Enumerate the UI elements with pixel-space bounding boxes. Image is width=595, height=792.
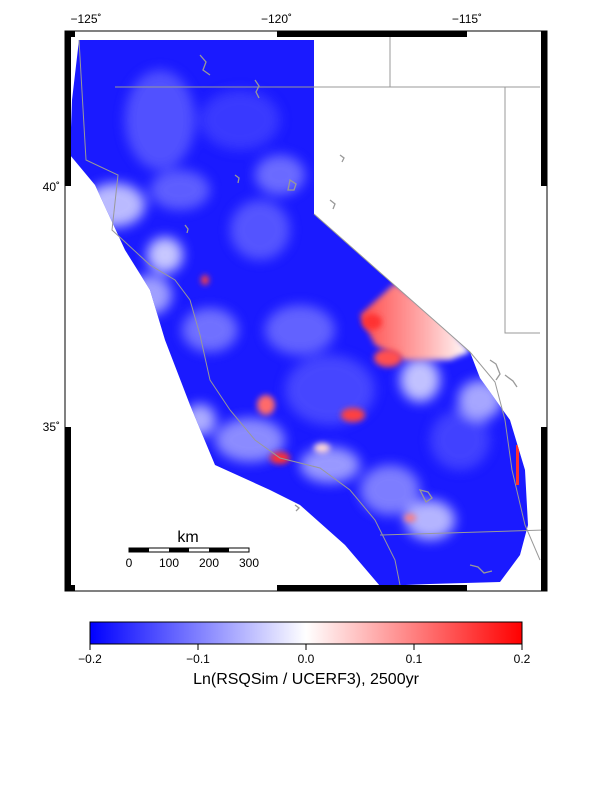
- colorbar-tick-label: 0.1: [406, 652, 423, 666]
- scale-bar-label: 100: [159, 556, 179, 570]
- latitude-tick-label: 40˚: [43, 180, 60, 194]
- longitude-tick-label: −120˚: [261, 12, 292, 26]
- colorbar-tick-label: 0.0: [298, 652, 315, 666]
- scale-bar-label: 0: [126, 556, 133, 570]
- colorbar-gradient: [89, 621, 523, 645]
- colorbar-tick-label: −0.2: [78, 652, 102, 666]
- longitude-tick-label: −125˚: [70, 12, 101, 26]
- scale-bar-title: km: [177, 529, 198, 546]
- lakes: [184, 54, 518, 574]
- longitude-tick-label: −115˚: [452, 12, 482, 26]
- scale-bar-label: 200: [199, 556, 219, 570]
- colorbar-tick-label: −0.1: [186, 652, 210, 666]
- colorbar: −0.2 −0.1 0.0 0.1 0.2 Ln(RSQSim / UCERF3), 2…: [78, 621, 531, 688]
- latitude-tick-labels: 40˚ 35˚: [43, 180, 60, 434]
- scale-bar: km 0 100 200 300: [126, 529, 260, 570]
- colorbar-tick-label: 0.2: [514, 652, 531, 666]
- latitude-tick-label: 35˚: [43, 420, 60, 434]
- colorbar-label: Ln(RSQSim / UCERF3), 2500yr: [193, 671, 420, 688]
- state-borders: [78, 31, 546, 586]
- longitude-tick-labels: −125˚ −120˚ −115˚: [70, 12, 482, 26]
- scale-bar-label: 300: [239, 556, 259, 570]
- map-frame-ticks: [64, 30, 548, 592]
